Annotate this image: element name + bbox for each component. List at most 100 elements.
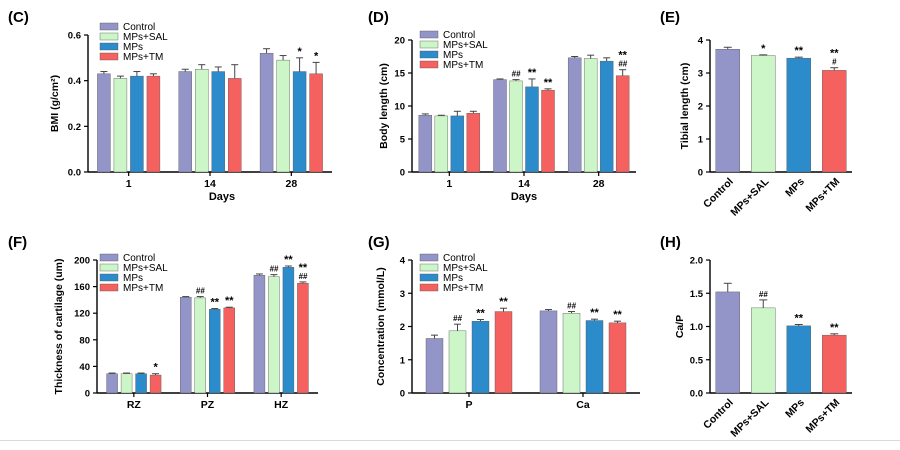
panel-c: (C) 0.0 0.2 0.4 0.6 BMI (g/cm²) Days 1 14 * * 28 Con… [8,9,332,203]
bar [585,320,604,394]
bar [450,115,465,173]
y-axis-title: Thickness of cartilage (um) [53,259,65,395]
x-tick-label: MPs+SAL [728,396,771,439]
bar [194,297,206,394]
bar [178,71,192,173]
x-tick-label: RZ [127,399,142,411]
bar [539,310,558,394]
significance-mark: ** [544,77,553,89]
bar [180,297,192,394]
y-tick-label: 0.6 [68,31,81,42]
y-tick-label: 5 [400,135,406,146]
significance-mark: ## [567,302,576,311]
legend-swatch [99,52,119,61]
significance-mark: ## [298,272,307,281]
significance-mark: ** [225,295,234,307]
y-tick-label: 20 [394,36,405,47]
significance-mark: ## [759,290,768,299]
panel-label: (C) [8,9,29,26]
panel-h: (H) 0.0 0.5 1.0 1.5 2.0 Ca/P Control ## MPs+SAL **… [660,234,852,440]
panel-label: (G) [368,234,390,251]
y-tick-label: 0.0 [68,168,81,179]
y-tick-label: 120 [74,309,90,320]
bar [309,73,323,173]
x-axis-title: Days [511,191,537,203]
x-tick-label: 28 [593,178,605,190]
panel-e: (E) 0 1 2 3 4 Tibial length (cm) Control * MPs+SA… [660,9,852,219]
significance-mark: ** [830,322,839,334]
y-tick-label: 0.0 [690,389,703,400]
legend-label: MPs [443,273,463,284]
legend-swatch [419,40,439,49]
x-tick-label: 14 [204,178,216,190]
y-axis-title: Concentration (mmol/L) [375,267,387,385]
y-tick-label: 1.5 [690,289,704,300]
legend-label: MPs [123,42,143,53]
legend-label: Control [123,253,155,264]
y-tick-label: 3 [698,69,703,80]
bar [599,60,614,173]
significance-mark: # [832,58,837,67]
significance-mark: ** [613,309,622,321]
bar [223,307,235,394]
legend-swatch [419,253,439,262]
legend-label: MPs+SAL [443,40,488,51]
y-tick-label: 200 [74,256,90,267]
bar [97,73,111,173]
bar [113,78,128,173]
y-tick-label: 0 [400,389,405,400]
bar [259,53,274,173]
significance-mark: ## [269,265,278,274]
significance-mark: ## [196,287,205,296]
bar [209,309,221,394]
x-tick-label: Control [701,176,736,211]
panel-label: (H) [660,234,681,251]
legend-label: MPs+SAL [443,263,488,274]
x-tick-label: MPs+TM [804,396,843,435]
significance-mark: ** [210,297,219,309]
legend-swatch [419,50,439,59]
legend-label: MPs [123,273,143,284]
y-axis-title: BMI (g/cm²) [49,75,61,132]
x-tick-label: PZ [201,399,215,411]
y-tick-label: 3 [400,289,405,300]
legend-swatch [99,263,119,272]
significance-mark: ** [794,45,803,57]
significance-mark: ** [476,308,485,320]
x-axis-title: Days [209,191,235,203]
bar [562,313,581,394]
significance-mark: ## [453,314,462,323]
y-tick-label: 2.0 [690,256,703,267]
significance-mark: * [314,50,319,62]
panel-f: (F) 0 40 80 120 160 200 Thickness of cartilage … [8,234,318,411]
bar [583,58,598,173]
bar [211,71,225,173]
panel-g: (G) 0 1 2 3 4 Concentration (mmol/L) ## ** ** P ## *… [368,234,640,411]
y-axis-title: Tibial length (cm) [679,63,691,150]
panel-label: (E) [660,9,680,26]
bar [149,374,162,394]
x-tick-label: 1 [126,178,132,190]
bar [106,373,118,394]
bar [448,330,467,394]
legend-swatch [419,283,439,292]
x-tick-label: MPs [783,176,807,200]
bar [120,373,133,394]
y-tick-label: 1.0 [690,322,703,333]
legend-swatch [99,253,119,262]
x-tick-label: 28 [285,178,297,190]
significance-mark: * [297,46,302,58]
legend-swatch [419,263,439,272]
legend-label: MPs+TM [443,283,483,294]
bar [425,338,444,394]
y-tick-label: 160 [74,282,90,293]
y-tick-label: 80 [79,335,90,346]
y-tick-label: 2 [698,102,703,113]
y-tick-label: 0 [698,168,703,179]
legend-label: MPs+TM [123,283,163,294]
bar [494,311,513,394]
